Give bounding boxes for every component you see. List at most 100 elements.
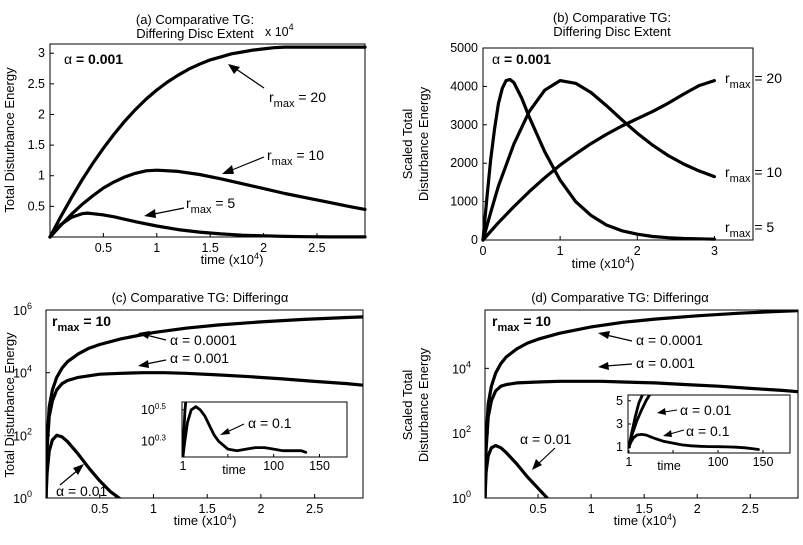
panel-c-ytick-label-1: 102	[13, 426, 32, 443]
panel-c-arrowhead-a001	[138, 360, 149, 368]
panel-a-ytick-label-3: 2	[38, 107, 45, 121]
panel-d-inset-ytick-label-2: 5	[616, 394, 623, 408]
panel-c-inset-arrowhead	[220, 428, 230, 435]
panel-c-arrow-a01	[59, 469, 79, 486]
panel-c-inset-ytick-label-1: 100.5	[141, 402, 167, 417]
panel-d-ytick-label-0: 100	[452, 489, 471, 506]
panel-d-series-line-1	[485, 379, 798, 498]
panel-b-xlabel: time (x104)	[572, 255, 635, 271]
panel-d-inset-series	[628, 395, 760, 451]
panel-a-annotation-rmax20: rmax = 20	[228, 64, 326, 110]
panel-b-ytick-label-5: 5000	[450, 41, 478, 55]
panel-d-ylabel-line1: Scaled Total	[400, 370, 415, 441]
panel-d-inset-box	[627, 394, 791, 454]
panel-d-x-ticks: 0.5 1 1.5 2 2.5	[529, 494, 759, 516]
panel-a-axes-box	[49, 43, 366, 238]
panel-c-series-line-1	[46, 371, 363, 498]
panel-d-inset-arrowhead-a	[657, 408, 666, 415]
panel-d-inset-xtick-label-0: 1	[625, 455, 632, 469]
panel-a-arrow-rmax5	[153, 207, 185, 215]
panel-b-ylabel-line2: Disturbance Energy	[416, 86, 431, 201]
panel-c-rmax-label: rmax = 10	[52, 313, 111, 334]
panel-d-arrow-a01	[537, 447, 556, 465]
panel-b-series-line-2	[481, 77, 717, 242]
panel-c-arrow-a001	[145, 359, 167, 365]
panel-d-series	[485, 310, 798, 498]
panel-c-inset-xlabel: time	[222, 463, 246, 477]
panel-b-axes-box	[482, 47, 754, 241]
panel-c-inset-label: α = 0.1	[248, 415, 292, 431]
panel-d-series-line-0	[485, 310, 798, 498]
panel-a-xtick-label-1: 1	[153, 241, 160, 255]
panel-a-xtick-label-2: 1.5	[201, 241, 218, 255]
panel-b-title-line1: (b) Comparative TG:	[553, 10, 671, 25]
panel-d-inset-arrowhead-b	[663, 430, 672, 437]
panel-d-arrow-a001	[605, 363, 633, 367]
panel-d-inset-x-ticks: 1 100 150	[625, 450, 773, 469]
panel-a-arrow-rmax20	[235, 68, 265, 89]
panel-a-label-rmax5: rmax = 5	[186, 195, 235, 216]
panel-b: (b) Comparative TG: Differing Disc Exten…	[400, 10, 782, 271]
panel-a-title-line2: Differing Disc Extent	[136, 26, 254, 41]
panel-d-xtick-label-0: 0.5	[529, 502, 546, 516]
panel-d-ytick-label-1: 102	[452, 424, 471, 441]
panel-d-inset-series-line-2	[628, 432, 760, 451]
panel-a-ytick-label-0: 0.5	[28, 199, 45, 213]
panel-b-xtick-label-1: 1	[557, 244, 564, 258]
panel-a-ytick-label-5: 3	[38, 46, 45, 60]
panel-d-ylabel-line2: Disturbance Energy	[416, 347, 431, 462]
panel-c-arrowhead-a0001	[138, 331, 150, 339]
panel-d-inset-ytick-label-0: 1	[616, 440, 623, 454]
panel-c-axes-box	[45, 309, 364, 499]
panel-b-title-line2: Differing Disc Extent	[553, 24, 671, 39]
panel-a-xtick-label-0: 0.5	[95, 241, 112, 255]
panel-c-inset-xtick-label-0: 1	[179, 459, 186, 473]
panel-c-inset-xtick-label-2: 100	[263, 459, 284, 473]
panel-b-series-line-0	[481, 78, 717, 242]
panel-d-arrowhead-a001	[598, 362, 609, 370]
panel-c-series-line-0	[46, 315, 363, 498]
panel-b-alpha-label: α = 0.001	[492, 51, 551, 67]
panel-d-arrowhead-a0001	[598, 331, 610, 339]
panel-b-label-rmax20: rmax = 20	[725, 70, 782, 91]
panel-a-series-line-2	[48, 211, 367, 239]
panel-a-xlabel: time (x104)	[201, 251, 264, 267]
panel-b-series-line-1	[481, 78, 717, 242]
panel-d-title: (d) Comparative TG: Differingα	[531, 290, 709, 305]
panel-c-inset-series-line-0	[182, 405, 308, 457]
panel-c-arrow-a0001	[145, 334, 167, 341]
panel-c-ytick-label-3: 106	[13, 301, 32, 318]
panel-a-ytick-label-1: 1	[38, 169, 45, 183]
panel-d-xtick-label-4: 2.5	[742, 502, 759, 516]
panel-d-inset: 1 100 150 1 3 5 time α = 0.01 α = 0.1	[616, 394, 791, 473]
panel-d-xlabel: time (x104)	[614, 512, 677, 528]
panel-d-xtick-label-1: 1	[588, 502, 595, 516]
panel-a-x-ticks: 0.5 1 1.5 2 2.5	[95, 233, 326, 255]
panel-d-inset-label-b: α = 0.1	[686, 423, 730, 439]
panel-a-y-multiplier-base: x 10	[265, 25, 289, 39]
panel-c-inset-series	[182, 402, 308, 457]
panel-a-arrow-rmax10	[231, 156, 265, 171]
panel-a-y-multiplier-exp: 4	[289, 22, 294, 32]
panel-a-xtick-label-4: 2.5	[308, 241, 325, 255]
panel-c: (c) Comparative TG: Differingα 0.5 1 1.5 2 2…	[2, 290, 364, 528]
panel-d-inset-xtick-label-2: 100	[708, 455, 729, 469]
panel-d-xtick-label-2: 1.5	[635, 502, 652, 516]
panel-c-xlabel: time (x104)	[174, 512, 237, 528]
panel-c-ytick-label-2: 104	[13, 364, 32, 381]
panel-d: (d) Comparative TG: Differingα 0.5 1 1.5 2 2…	[400, 290, 799, 528]
panel-a-ytick-label-2: 1.5	[28, 138, 45, 152]
panel-a-ytick-label-4: 2.5	[28, 77, 45, 91]
panel-c-y-ticks: 100 102 104 106	[13, 301, 50, 506]
panel-d-arrow-a0001	[605, 334, 633, 342]
panel-c-series-line-2	[46, 433, 122, 498]
panel-c-xtick-label-2: 1.5	[198, 502, 215, 516]
panel-c-inset-arrow	[226, 423, 245, 433]
panel-a-title-line1: (a) Comparative TG:	[136, 12, 254, 27]
panel-b-label-rmax10: rmax = 10	[725, 164, 782, 185]
panel-d-label-a01: α = 0.01	[520, 431, 572, 447]
panel-b-ytick-label-0: 0	[471, 233, 478, 247]
panel-c-xtick-label-3: 2	[257, 502, 264, 516]
panel-d-axes-box	[484, 309, 799, 499]
panel-c-ylabel: Total Disturbance Energy	[2, 332, 17, 478]
